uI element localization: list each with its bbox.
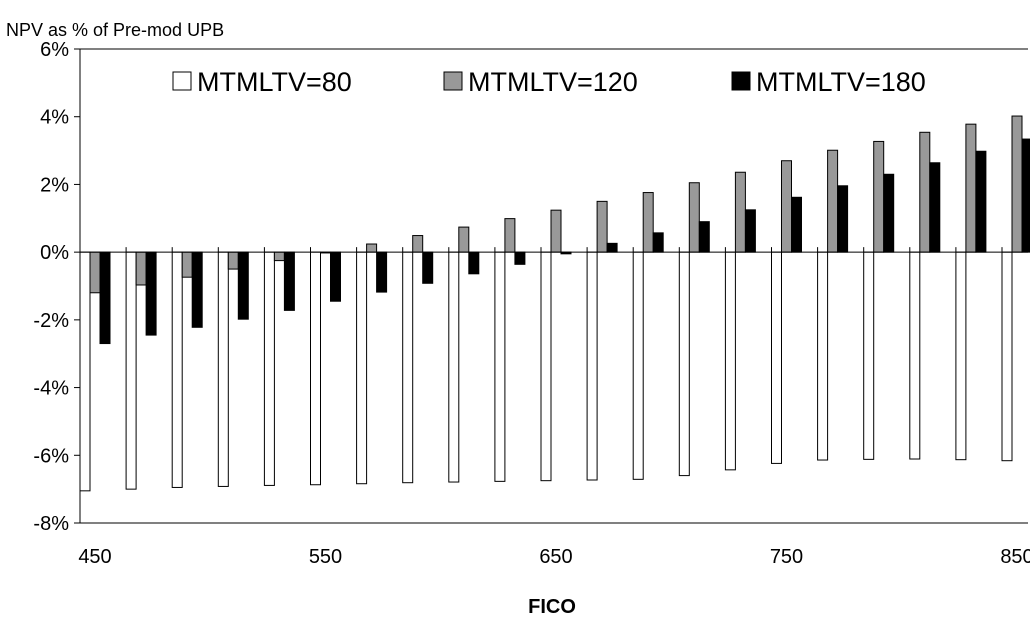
bar-mtmltv-180-710 xyxy=(698,221,710,253)
bar-mtmltv-180-770 xyxy=(837,185,849,253)
bar-mtmltv-120-690 xyxy=(642,192,654,253)
bar-mtmltv-80-710 xyxy=(678,251,690,477)
bar-mtmltv-180-490 xyxy=(191,251,203,328)
bar-mtmltv-180-630 xyxy=(514,251,526,265)
bar-mtmltv-120-530 xyxy=(273,251,285,262)
bar-mtmltv-180-750 xyxy=(791,196,802,253)
bar-mtmltv-80-690 xyxy=(632,251,644,480)
x-axis-title: FICO xyxy=(528,596,576,618)
y-tick-label: -2% xyxy=(33,310,69,332)
bar-mtmltv-120-710 xyxy=(688,182,700,253)
bar-mtmltv-80-470 xyxy=(125,251,137,490)
bar-mtmltv-120-730 xyxy=(734,171,746,253)
x-tick-label: 650 xyxy=(539,546,572,568)
bar-mtmltv-180-690 xyxy=(652,232,664,253)
legend-swatch-mtmltv-120 xyxy=(443,71,463,91)
bar-mtmltv-180-610 xyxy=(468,251,480,275)
bar-mtmltv-120-670 xyxy=(596,200,608,253)
bar-mtmltv-80-490 xyxy=(171,251,183,488)
bar-mtmltv-180-810 xyxy=(929,162,941,253)
bar-mtmltv-120-450 xyxy=(89,251,101,294)
bar-mtmltv-180-670 xyxy=(606,242,618,253)
x-tick-label: 750 xyxy=(770,546,803,568)
bar-mtmltv-180-510 xyxy=(237,251,249,320)
y-tick-label: -4% xyxy=(33,378,69,400)
bar-mtmltv-180-530 xyxy=(283,251,295,311)
bar-mtmltv-120-810 xyxy=(919,131,931,253)
bar-mtmltv-80-590 xyxy=(402,251,414,484)
bar-mtmltv-80-650 xyxy=(540,251,552,482)
legend-swatch-mtmltv-80 xyxy=(172,71,192,91)
legend: MTMLTV=80 MTMLTV=120 MTMLTV=180 xyxy=(172,67,926,97)
x-tick-label: 450 xyxy=(78,546,111,568)
bar-mtmltv-120-590 xyxy=(412,235,424,253)
bar-mtmltv-120-790 xyxy=(873,140,885,253)
y-tick-label: 2% xyxy=(40,174,69,196)
legend-swatch-mtmltv-180 xyxy=(731,71,751,91)
bar-mtmltv-80-670 xyxy=(586,251,598,481)
axes-layer: 6% 4% 2% 0% -2% -4% -6% -8% 450 550 650 750 850 xyxy=(33,39,1030,568)
bar-mtmltv-80-510 xyxy=(217,251,229,487)
bar-mtmltv-80-610 xyxy=(448,251,460,483)
bar-mtmltv-80-770 xyxy=(817,251,829,461)
legend-label-mtmltv-120: MTMLTV=120 xyxy=(468,67,638,97)
bar-mtmltv-120-650 xyxy=(550,209,562,253)
bar-mtmltv-180-570 xyxy=(376,251,388,293)
bar-mtmltv-120-570 xyxy=(366,243,378,253)
y-tick-label: 4% xyxy=(40,107,69,129)
bar-mtmltv-120-770 xyxy=(827,149,839,253)
bar-mtmltv-80-850 xyxy=(1001,251,1013,462)
y-tick-label: -8% xyxy=(33,513,69,535)
bars-layer xyxy=(79,115,1030,492)
bar-mtmltv-180-730 xyxy=(744,209,756,253)
y-axis-title: NPV as % of Pre-mod UPB xyxy=(6,20,224,40)
bar-mtmltv-180-830 xyxy=(975,150,987,253)
bar-mtmltv-120-510 xyxy=(227,251,239,270)
bar-mtmltv-180-550 xyxy=(330,251,341,302)
legend-label-mtmltv-180: MTMLTV=180 xyxy=(756,67,926,97)
bar-mtmltv-120-490 xyxy=(181,251,193,278)
y-tick-label: -6% xyxy=(33,445,69,467)
bar-mtmltv-80-570 xyxy=(356,251,368,485)
x-tick-label: 550 xyxy=(309,546,342,568)
bar-mtmltv-120-630 xyxy=(504,218,516,253)
y-tick-label: 0% xyxy=(40,242,69,264)
bar-mtmltv-180-850 xyxy=(1021,138,1030,253)
bar-mtmltv-120-610 xyxy=(458,226,470,253)
bar-mtmltv-120-830 xyxy=(965,123,977,253)
bar-mtmltv-80-830 xyxy=(955,251,967,461)
legend-label-mtmltv-80: MTMLTV=80 xyxy=(197,67,352,97)
bar-mtmltv-180-790 xyxy=(883,173,895,253)
bar-mtmltv-120-750 xyxy=(781,160,792,253)
bar-mtmltv-80-730 xyxy=(724,251,736,471)
bar-mtmltv-80-530 xyxy=(263,251,275,486)
bar-mtmltv-120-470 xyxy=(135,251,147,286)
bar-mtmltv-80-550 xyxy=(310,251,321,486)
bar-mtmltv-120-850 xyxy=(1011,115,1023,253)
bar-mtmltv-180-470 xyxy=(145,251,157,336)
x-tick-label: 850 xyxy=(1000,546,1030,568)
bar-mtmltv-80-790 xyxy=(863,251,875,460)
y-tick-label: 6% xyxy=(40,39,69,61)
bar-mtmltv-180-450 xyxy=(99,251,111,345)
bar-mtmltv-80-450 xyxy=(79,251,91,492)
bar-mtmltv-80-750 xyxy=(771,251,782,464)
bar-mtmltv-180-590 xyxy=(422,251,434,284)
bar-mtmltv-80-630 xyxy=(494,251,506,482)
bar-mtmltv-80-810 xyxy=(909,251,921,460)
